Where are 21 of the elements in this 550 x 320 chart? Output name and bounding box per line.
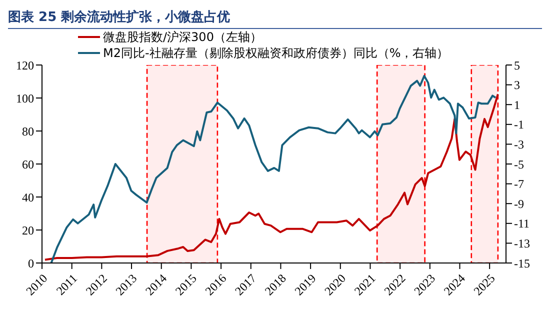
y-tick-label: 40 — [22, 190, 34, 204]
y-tick-label: 80 — [22, 124, 34, 138]
y2-tick-label: 5 — [514, 58, 520, 72]
legend-label: M2同比-社融存量（剔除股权融资和政府债券）同比（%，右轴） — [103, 45, 449, 61]
y-tick-label: 100 — [16, 91, 34, 106]
y2-tick-label: 3 — [514, 78, 520, 92]
y2-tick-label: -5 — [514, 157, 524, 172]
legend-label: 微盘股指数/沪深300（左轴） — [103, 29, 262, 45]
y-tick-label: 60 — [22, 157, 34, 172]
y-tick-label: 0 — [28, 256, 34, 270]
y-tick-label: 120 — [16, 58, 34, 72]
chart-title: 图表 25 剩余流动性扩张，小微盘占优 — [8, 8, 542, 29]
y2-tick-label: -1 — [514, 118, 524, 132]
y2-tick-label: -3 — [514, 137, 524, 152]
y2-tick-label: -15 — [514, 256, 530, 270]
y2-tick-label: 1 — [514, 98, 520, 112]
y2-tick-label: -13 — [514, 236, 530, 250]
y-tick-label: 20 — [22, 223, 34, 238]
y2-tick-label: -11 — [514, 216, 530, 231]
y2-tick-label: -9 — [514, 196, 524, 211]
y2-tick-label: -7 — [514, 177, 524, 192]
